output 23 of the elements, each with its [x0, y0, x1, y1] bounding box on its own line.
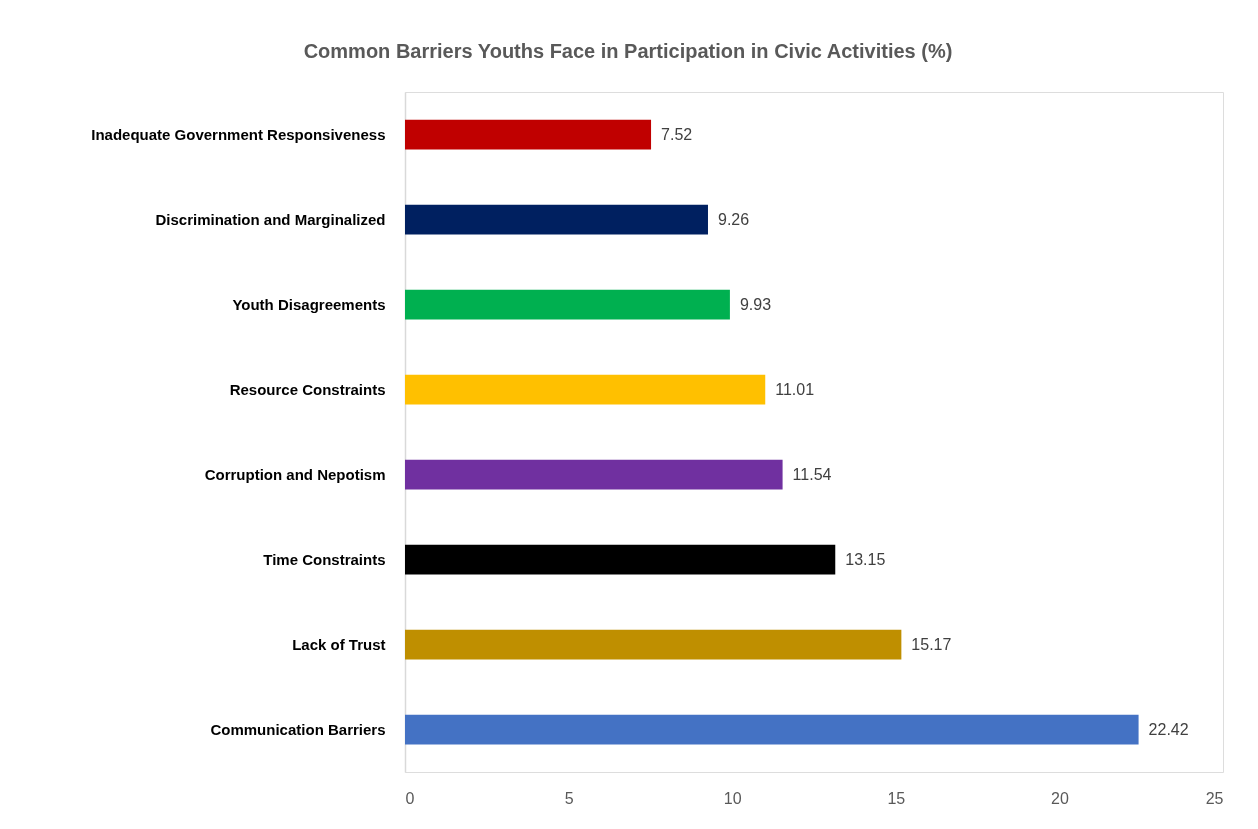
x-tick-label: 20: [1051, 789, 1069, 807]
x-tick-label: 15: [887, 789, 906, 807]
y-tick-label: Youth Disagreements: [232, 295, 386, 313]
x-tick-label: 0: [405, 789, 415, 807]
chart-title: Common Barriers Youths Face in Participation in Civic Activities (%): [303, 40, 953, 62]
y-tick-label: Communication Barriers: [210, 720, 386, 738]
data-label: 7.52: [661, 125, 693, 143]
data-label: 9.26: [717, 210, 750, 228]
data-label: 11.54: [792, 465, 832, 483]
y-tick-label: Time Constraints: [263, 550, 386, 568]
data-label: 22.42: [1148, 720, 1189, 738]
x-tick-label: 10: [723, 789, 742, 807]
y-tick-label: Corruption and Nepotism: [204, 465, 386, 483]
y-tick-label: Resource Constraints: [229, 380, 386, 398]
y-tick-label: Lack of Trust: [292, 635, 386, 653]
y-tick-label: Inadequate Government Responsiveness: [91, 125, 386, 143]
data-label: 11.01: [775, 380, 815, 398]
x-tick-label: 5: [564, 789, 574, 807]
y-tick-label: Discrimination and Marginalized: [155, 210, 386, 228]
data-label: 13.15: [845, 550, 886, 568]
x-tick-label: 25: [1205, 789, 1224, 807]
data-label: 9.93: [739, 295, 772, 313]
data-label: 15.17: [911, 635, 952, 653]
